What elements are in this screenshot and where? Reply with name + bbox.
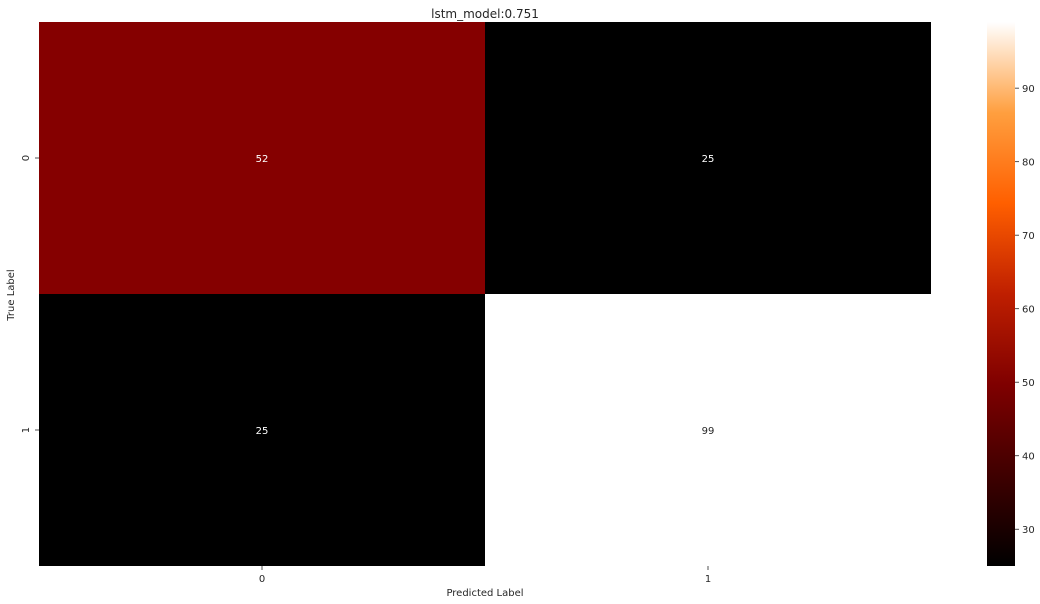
colorbar-tick-label: 60 xyxy=(1022,305,1035,316)
y-axis-ticks: 01 xyxy=(21,155,39,433)
colorbar-tick-label: 30 xyxy=(1022,525,1035,536)
y-axis-label: True Label xyxy=(6,269,17,321)
heatmap-cell-1-0 xyxy=(39,294,485,566)
colorbar xyxy=(987,22,1015,566)
colorbar-ticks: 30 40 50 60 70 80 90 xyxy=(1015,84,1035,536)
heatmap-cell-0-1 xyxy=(485,22,931,294)
cell-value-0-1: 25 xyxy=(702,154,715,165)
heatmap-cells: 52 25 25 99 xyxy=(39,22,931,566)
heatmap-cell-0-0 xyxy=(39,22,485,294)
chart-title: lstm_model:0.751 xyxy=(431,7,539,21)
colorbar-tick-label: 90 xyxy=(1022,84,1035,95)
cell-value-1-0: 25 xyxy=(256,426,269,437)
cell-value-0-0: 52 xyxy=(256,154,269,165)
x-tick-label: 0 xyxy=(259,574,265,585)
colorbar-tick-label: 80 xyxy=(1022,158,1035,169)
colorbar-tick-label: 40 xyxy=(1022,452,1035,463)
y-tick-label: 1 xyxy=(21,427,32,433)
cell-value-1-1: 99 xyxy=(702,426,715,437)
y-tick-label: 0 xyxy=(21,155,32,161)
colorbar-tick-label: 50 xyxy=(1022,378,1035,389)
colorbar-tick-label: 70 xyxy=(1022,231,1035,242)
heatmap-cell-1-1 xyxy=(485,294,931,566)
x-tick-label: 1 xyxy=(705,574,711,585)
x-axis-label: Predicted Label xyxy=(446,588,523,599)
